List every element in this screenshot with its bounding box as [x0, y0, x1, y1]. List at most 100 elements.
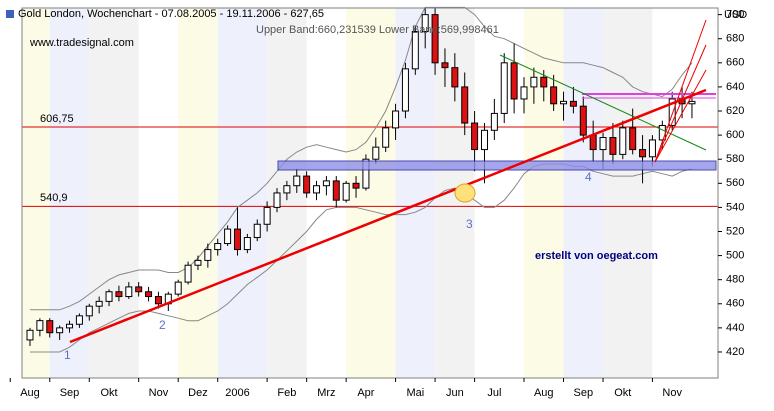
candle-body [629, 127, 637, 151]
candle-body [510, 62, 518, 100]
subtitle: Upper Band:660,231539 Lower Band:569,998… [256, 24, 499, 36]
y-axis-label: USD [724, 9, 747, 21]
x-tick-label: Feb [277, 387, 296, 399]
candle-body [579, 105, 587, 136]
candle-body [451, 67, 459, 88]
candle-body [411, 30, 419, 70]
candle-body [293, 175, 301, 187]
icon [6, 10, 14, 18]
y-tick-label: 660 [726, 57, 744, 69]
x-tick-label: Nov [662, 387, 682, 399]
x-tick-label: Apr [357, 387, 374, 399]
x-tick-label: Aug [534, 387, 554, 399]
month-stripe [89, 8, 139, 378]
y-tick-label: 420 [726, 346, 744, 358]
candle-body [372, 146, 380, 160]
candle-body [401, 68, 409, 112]
candle-body [233, 228, 241, 251]
candle-body [688, 100, 696, 105]
candle-body [204, 249, 212, 261]
y-tick-label: 440 [726, 322, 744, 334]
level-label: 540,9 [40, 192, 68, 204]
annotation: 1 [64, 348, 71, 362]
x-tick-label: Jul [487, 387, 501, 399]
candle-body [530, 76, 538, 88]
candle-body [95, 300, 103, 307]
candle-body [115, 291, 123, 298]
y-tick-label: 460 [726, 298, 744, 310]
candle-body [105, 291, 113, 302]
candle-body [599, 137, 607, 151]
support-zone [277, 160, 717, 171]
candle-body [214, 243, 222, 251]
y-tick-label: 580 [726, 153, 744, 165]
candle-body [352, 182, 360, 189]
y-tick-label: 700 [726, 9, 744, 21]
fan-line [654, 44, 707, 163]
y-tick-label: 560 [726, 177, 744, 189]
candle-body [668, 98, 676, 126]
candle-body [263, 206, 271, 225]
y-tick-label: 540 [726, 201, 744, 213]
plot-frame [21, 7, 719, 379]
candle-body [550, 86, 558, 105]
candle-body [56, 327, 64, 334]
candle-body [421, 14, 429, 32]
fan-line [654, 19, 707, 163]
candle-body [441, 62, 449, 69]
highlight-circle [454, 183, 476, 203]
candle-body [569, 100, 577, 107]
month-stripe [563, 8, 604, 378]
month-stripe [652, 8, 718, 378]
candle-body [461, 86, 469, 124]
x-tick-label: Okt [100, 387, 117, 399]
candle-body [589, 134, 597, 151]
candle-body [639, 149, 647, 158]
candle-body [392, 110, 400, 129]
candle-body [471, 122, 479, 151]
candle-body [480, 129, 488, 151]
month-stripe [524, 8, 564, 378]
x-tick-label: Dez [188, 387, 208, 399]
candle-body [560, 100, 568, 105]
month-stripe [217, 8, 268, 378]
candle-body [243, 237, 251, 251]
candle-body [382, 127, 390, 148]
y-tick-label: 480 [726, 274, 744, 286]
candle-body [85, 305, 93, 317]
candle-body [26, 329, 34, 341]
candle-body [66, 323, 74, 329]
y-tick-label: 600 [726, 129, 744, 141]
candle-body [303, 175, 311, 194]
bollinger-band [30, 6, 693, 311]
x-tick-label: Mrz [317, 387, 335, 399]
candle-body [145, 291, 153, 298]
candle-body [194, 259, 202, 266]
candle-body [36, 320, 44, 331]
y-tick-label: 620 [726, 105, 744, 117]
y-tick-label: 640 [726, 81, 744, 93]
x-tick-label: Okt [614, 387, 631, 399]
candle-body [619, 127, 627, 155]
month-stripe [603, 8, 653, 378]
candle-body [253, 223, 261, 239]
y-tick-label: 520 [726, 225, 744, 237]
x-tick-label: 2006 [225, 387, 249, 399]
chart-title: Gold London, Wochenchart - 07.08.2005 - … [18, 8, 324, 20]
candle-body [125, 286, 133, 298]
candle-body [362, 158, 370, 189]
candle-body [648, 139, 656, 158]
level-label: 606,75 [40, 113, 74, 125]
candle-body [273, 192, 281, 208]
x-tick-label: Sep [60, 387, 80, 399]
candle-body [490, 112, 498, 131]
fan-line [654, 69, 707, 163]
candle-body [342, 182, 350, 201]
candle-body [135, 286, 143, 293]
x-tick-label: Jun [446, 387, 464, 399]
x-tick-label: Sep [573, 387, 593, 399]
candle-body [174, 281, 182, 295]
candle-body [75, 315, 83, 325]
month-stripe [346, 8, 396, 378]
